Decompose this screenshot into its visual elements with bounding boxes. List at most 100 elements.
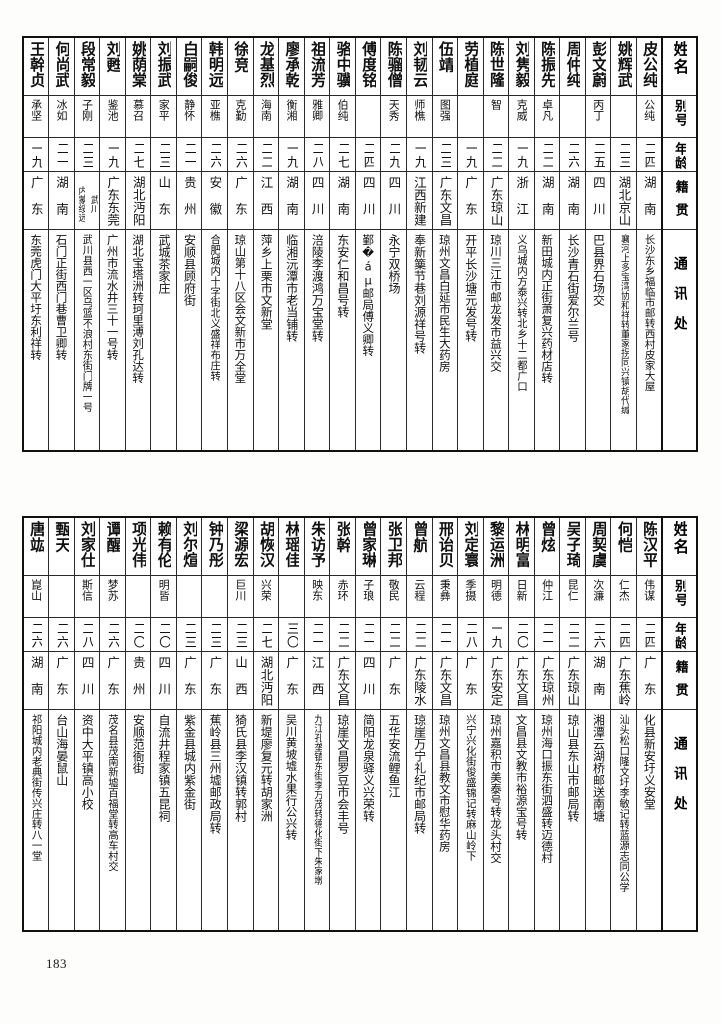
- address-text: 九江孔垄镇东街李万茂转德化街下朱家墩: [312, 713, 322, 885]
- cell-alias: 日新: [508, 574, 535, 618]
- age-text: 二四: [617, 621, 631, 649]
- origin-text: 山东: [156, 175, 172, 229]
- column-header-origin: 籍贯: [661, 650, 698, 710]
- origin-text: 湖南: [284, 175, 300, 229]
- roster-table-top: 王幹贞 何尚武 段常毅 刘甦 姚荫棠 刘振武 白嗣俊 韩明远 徐竞 龙基烈 廖承乾 祖流芳 骆中骥 傅度铭…: [22, 36, 698, 452]
- address-text: 开平长沙塘元发号转: [463, 233, 477, 342]
- origin-text: 湖南: [641, 175, 657, 229]
- cell-alias: 仲江: [533, 574, 561, 618]
- alias-text: 伟谋: [643, 578, 655, 601]
- cell-alias: 子琅: [354, 574, 382, 618]
- cell-name: 白嗣俊: [175, 36, 203, 96]
- name-text: 何恺: [615, 521, 632, 553]
- cell-name: 周仲纯: [559, 36, 586, 96]
- name-text: 白嗣俊: [181, 41, 198, 88]
- cell-age: 一九: [22, 136, 50, 172]
- cell-name: 林瑶佳: [278, 516, 305, 576]
- cell-age: 二二: [252, 136, 280, 172]
- origin-text: 江西新建: [411, 175, 427, 226]
- column-header-label: 籍贯: [672, 659, 688, 706]
- name-text: 张卫邦: [385, 521, 402, 568]
- address-text: 石门正街西门巷曹卫卿转: [55, 233, 68, 361]
- address-text: 鄞�áµ­邮局傅义卿转: [362, 233, 375, 357]
- cell-address: 琼州海口振东街泗盛转迈德村: [533, 708, 561, 932]
- cell-origin: 广东文昌: [431, 650, 459, 710]
- name-text: 邢诒贝: [436, 521, 453, 568]
- cell-alias: 海南: [252, 94, 280, 138]
- cell-name: 王幹贞: [22, 36, 50, 96]
- cell-name: 甄天: [48, 516, 75, 576]
- alias-text: 季摄: [464, 578, 476, 601]
- address-text: 吴川黄坡墟水果行公兴转: [285, 713, 298, 841]
- age-text: 二六: [106, 621, 119, 649]
- cell-origin: 四川: [380, 170, 407, 230]
- age-text: 二三: [617, 141, 631, 169]
- cell-origin: 广东琼山: [482, 170, 510, 230]
- column-header-label: 年龄: [672, 141, 687, 170]
- alias-text: 克威: [515, 98, 528, 121]
- address-text: 紫金县城内紫金街: [182, 713, 196, 810]
- address-text: 简阳龙泉驿义兴荣转: [361, 713, 375, 822]
- address-text: 永宁双桥场: [387, 233, 401, 294]
- name-text: 姚辉武: [615, 41, 632, 88]
- cell-age: 二九: [380, 136, 407, 172]
- cell-name: 曾航: [405, 516, 433, 576]
- cell-name: 刘隽毅: [508, 36, 535, 96]
- alias-text: 映东: [311, 578, 323, 601]
- cell-alias: 子刚: [73, 94, 101, 138]
- age-text: 二〇: [515, 621, 528, 649]
- address-text: 安顺县顾府街: [182, 233, 196, 306]
- cell-age: 二二: [380, 616, 407, 652]
- cell-name: 周契虞: [584, 516, 612, 576]
- name-text: 陈世隆: [488, 41, 504, 88]
- cell-address: 琼州文昌县教文市慰华药房: [431, 708, 459, 932]
- column-header-address: 通讯处: [661, 228, 698, 452]
- age-text: 二六: [54, 621, 68, 649]
- address-text: 资中大平镇高小校: [80, 713, 94, 810]
- cell-alias: 图强: [431, 94, 459, 138]
- cell-name: 段常毅: [73, 36, 101, 96]
- origin-text: 四川: [156, 655, 172, 709]
- origin-text: 广东: [28, 175, 44, 229]
- cell-alias: 卓凡: [533, 94, 561, 138]
- name-text: 劳植庭: [462, 41, 479, 88]
- origin-text: 湖南: [54, 175, 70, 229]
- cell-address: 化县新安圩义安堂: [636, 708, 663, 932]
- alias-text: 巨川: [234, 578, 246, 601]
- origin-text: 广东陵水: [411, 655, 427, 706]
- origin-text: 广东: [207, 655, 223, 709]
- cell-address: 琼山第十八区会文新市万全堂: [227, 228, 254, 452]
- cell-name: 姚辉武: [610, 36, 637, 96]
- alias-text: 公纯: [643, 98, 655, 121]
- address-text: 新堤廖复元转胡家洲: [259, 713, 273, 822]
- cell-origin: 湖北沔阳: [252, 650, 280, 710]
- age-text: 二二: [336, 621, 349, 649]
- origin-text: 贵州: [181, 175, 197, 229]
- column-header-label: 通讯处: [672, 255, 687, 346]
- age-text: 二一: [540, 621, 554, 649]
- cell-alias: [124, 574, 152, 618]
- address-text: 巴县界石场交: [591, 233, 605, 306]
- address-text: 安顺范衙街: [131, 713, 145, 774]
- cell-address: 文昌县文教市裕源宝号转: [508, 708, 535, 932]
- cell-alias: 慕召: [124, 94, 152, 138]
- origin-text: 广东: [641, 655, 657, 709]
- row-age: 二六 二六 二八 二六 二〇 二〇 二三 二三 二三 二七 三〇 二一 二二 二一 二二 二二 二一 二八 一九 二〇…: [22, 616, 698, 652]
- cell-name: 徐竞: [227, 36, 254, 96]
- cell-name: 钟乃彤: [201, 516, 228, 576]
- alias-text: 家平: [157, 98, 170, 121]
- cell-address: 长沙青石街爱尔兰号: [559, 228, 586, 452]
- name-text: 甄天: [53, 521, 70, 553]
- cell-address: 资中大平镇高小校: [73, 708, 101, 932]
- cell-name: 陈汉平: [636, 516, 663, 576]
- cell-address: 武城茶家庄: [150, 228, 177, 452]
- cell-address: 五华安流鲤鱼江: [380, 708, 407, 932]
- name-text: 刘家仕: [79, 521, 95, 568]
- alias-text: 静怀: [183, 98, 195, 121]
- cell-name: 傅度铭: [354, 36, 382, 96]
- origin-text: 湖南: [335, 175, 351, 229]
- cell-age: 二六: [584, 616, 612, 652]
- origin-text: 四川: [309, 175, 325, 229]
- cell-origin: 广东蕉岭: [610, 650, 637, 710]
- cell-alias: [559, 94, 586, 138]
